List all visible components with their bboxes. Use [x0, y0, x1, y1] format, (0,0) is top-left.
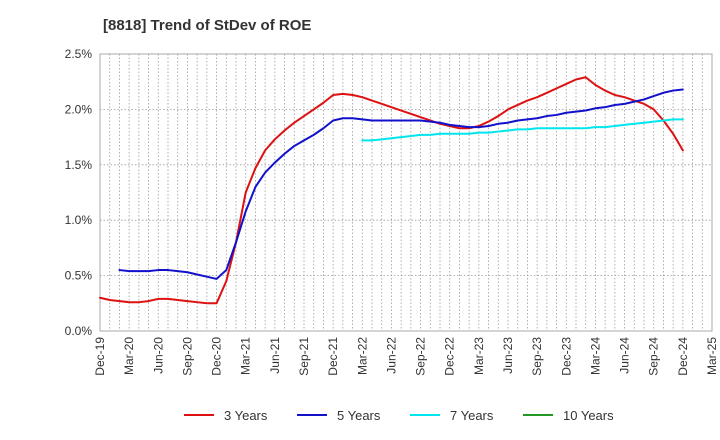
x-tick-label: Mar-22	[355, 337, 369, 375]
x-tick-label: Jun-22	[384, 337, 398, 374]
x-tick-label: Sep-20	[180, 337, 194, 376]
plot-area	[99, 53, 713, 332]
y-tick-label: 2.0%	[65, 102, 93, 116]
x-tick-label: Mar-23	[472, 337, 486, 375]
x-axis: Dec-19 Mar-20 Jun-20 Sep-20 Dec-20 Mar-21 Jun-…	[93, 337, 719, 376]
legend-label-7-years: 7 Years	[450, 408, 494, 423]
plot-background	[99, 53, 713, 332]
x-tick-label: Sep-21	[297, 337, 311, 376]
y-tick-label: 1.5%	[65, 158, 93, 172]
x-tick-label: Sep-24	[647, 337, 661, 376]
chart-title: [8818] Trend of StDev of ROE	[103, 17, 311, 34]
x-tick-label: Sep-22	[414, 337, 428, 376]
x-tick-label: Jun-20	[151, 337, 165, 374]
x-tick-label: Sep-23	[530, 337, 544, 376]
x-tick-label: Mar-25	[705, 337, 719, 375]
x-tick-label: Dec-21	[326, 337, 340, 376]
y-tick-label: 2.5%	[65, 47, 93, 61]
y-tick-label: 0.0%	[65, 324, 93, 338]
x-tick-label: Mar-20	[122, 337, 136, 375]
x-tick-label: Mar-21	[239, 337, 253, 375]
series-layer	[99, 76, 684, 305]
series-line-3-years	[99, 76, 684, 305]
legend-label-5-years: 5 Years	[337, 408, 381, 423]
x-tick-label: Jun-23	[501, 337, 515, 374]
y-axis: 0.0% 0.5% 1.0% 1.5% 2.0% 2.5%	[65, 47, 93, 338]
x-tick-label: Dec-23	[559, 337, 573, 376]
y-tick-label: 0.5%	[65, 269, 93, 283]
y-tick-label: 1.0%	[65, 213, 93, 227]
x-tick-label: Dec-22	[443, 337, 457, 376]
legend-label-3-years: 3 Years	[224, 408, 268, 423]
series-line-5-years	[118, 88, 684, 280]
x-tick-label: Jun-24	[618, 337, 632, 374]
x-tick-label: Dec-19	[93, 337, 107, 376]
x-tick-label: Mar-24	[588, 337, 602, 375]
x-tick-label: Dec-24	[676, 337, 690, 376]
series-line-7-years	[361, 118, 684, 142]
legend-label-10-years: 10 Years	[563, 408, 614, 423]
x-tick-label: Jun-21	[268, 337, 282, 374]
x-tick-label: Dec-20	[210, 337, 224, 376]
legend: 3 Years 5 Years 7 Years 10 Years	[184, 408, 614, 423]
